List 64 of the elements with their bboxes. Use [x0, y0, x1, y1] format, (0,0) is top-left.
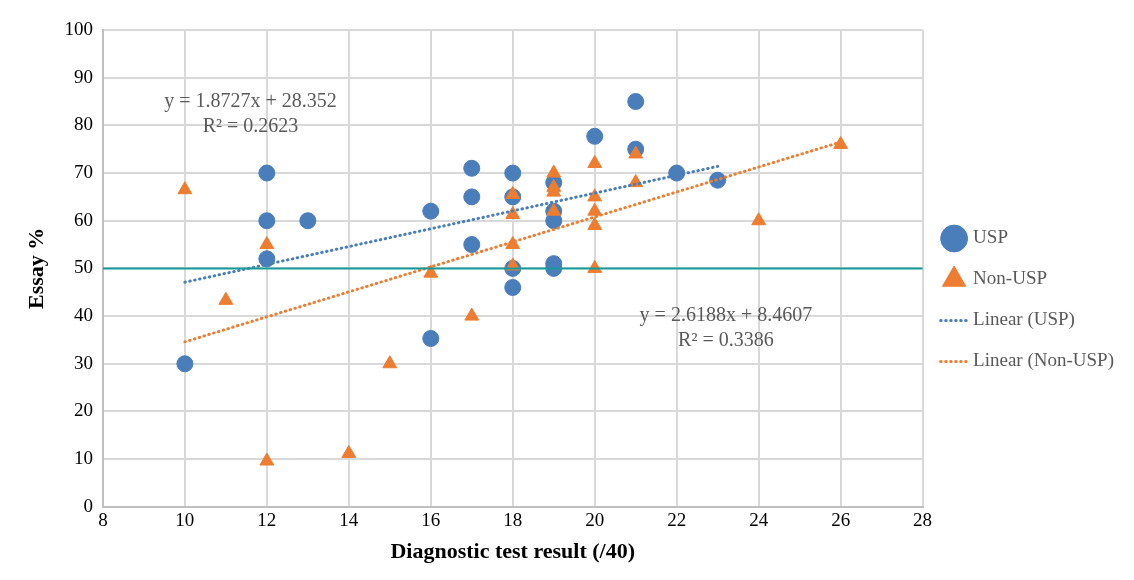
point [587, 216, 603, 230]
point [546, 202, 562, 216]
point [177, 181, 193, 195]
point [382, 355, 398, 369]
point [258, 164, 276, 182]
y-tick-label: 0 [83, 494, 93, 516]
y-tick-label: 40 [73, 304, 93, 326]
point [504, 164, 522, 182]
x-tick-label: 14 [339, 509, 359, 531]
point [586, 127, 604, 145]
y-tick-label: 50 [73, 256, 93, 278]
x-tick-label: 18 [503, 509, 523, 531]
y-tick-label: 10 [73, 447, 93, 469]
y-tick-label: 90 [73, 65, 93, 87]
point [423, 264, 439, 278]
point [422, 329, 440, 347]
point [258, 212, 276, 230]
point [299, 212, 317, 230]
point [463, 188, 481, 206]
point [259, 452, 275, 466]
point [464, 307, 480, 321]
x-axis-title: Diagnostic test result (/40) [390, 538, 636, 564]
x-tick-label: 24 [749, 509, 769, 531]
legend-label: USP [973, 226, 1008, 248]
point [218, 291, 234, 305]
y-tick-label: 60 [73, 208, 93, 230]
point [504, 278, 522, 296]
y-tick-label: 70 [73, 161, 93, 183]
x-tick-label: 10 [175, 509, 195, 531]
x-tick-label: 22 [667, 509, 687, 531]
y-tick-label: 80 [73, 113, 93, 135]
point [587, 202, 603, 216]
x-tick-label: 12 [257, 509, 277, 531]
x-tick-label: 28 [913, 509, 933, 531]
legend-label: Linear (USP) [973, 308, 1075, 331]
point [587, 155, 603, 168]
point [751, 212, 767, 226]
annotation: y = 1.8727x + 28.352 R² = 0.2623 [164, 88, 337, 136]
point [258, 250, 276, 268]
y-axis-title: Essay % [22, 227, 48, 310]
point [463, 236, 481, 254]
point [627, 93, 645, 111]
y-tick-label: 20 [73, 399, 93, 421]
x-tick-label: 26 [831, 509, 851, 531]
x-tick-label: 16 [421, 509, 441, 531]
point [833, 135, 849, 149]
point [259, 236, 275, 250]
point [341, 444, 357, 458]
x-tick-label: 8 [98, 509, 108, 531]
y-tick-label: 30 [73, 351, 93, 373]
point [628, 145, 644, 159]
point [505, 206, 521, 220]
point [668, 164, 686, 182]
point [463, 159, 481, 177]
point [422, 202, 440, 220]
point [505, 186, 521, 199]
y-tick-label: 100 [64, 17, 93, 39]
annotation: y = 2.6188x + 8.4607 R² = 0.3386 [639, 303, 813, 351]
legend-label: Non-USP [973, 267, 1048, 289]
point [587, 188, 603, 202]
legend-label: Linear (Non-USP) [973, 349, 1114, 372]
point [176, 355, 194, 373]
x-tick-label: 20 [585, 509, 605, 531]
point [546, 164, 562, 178]
